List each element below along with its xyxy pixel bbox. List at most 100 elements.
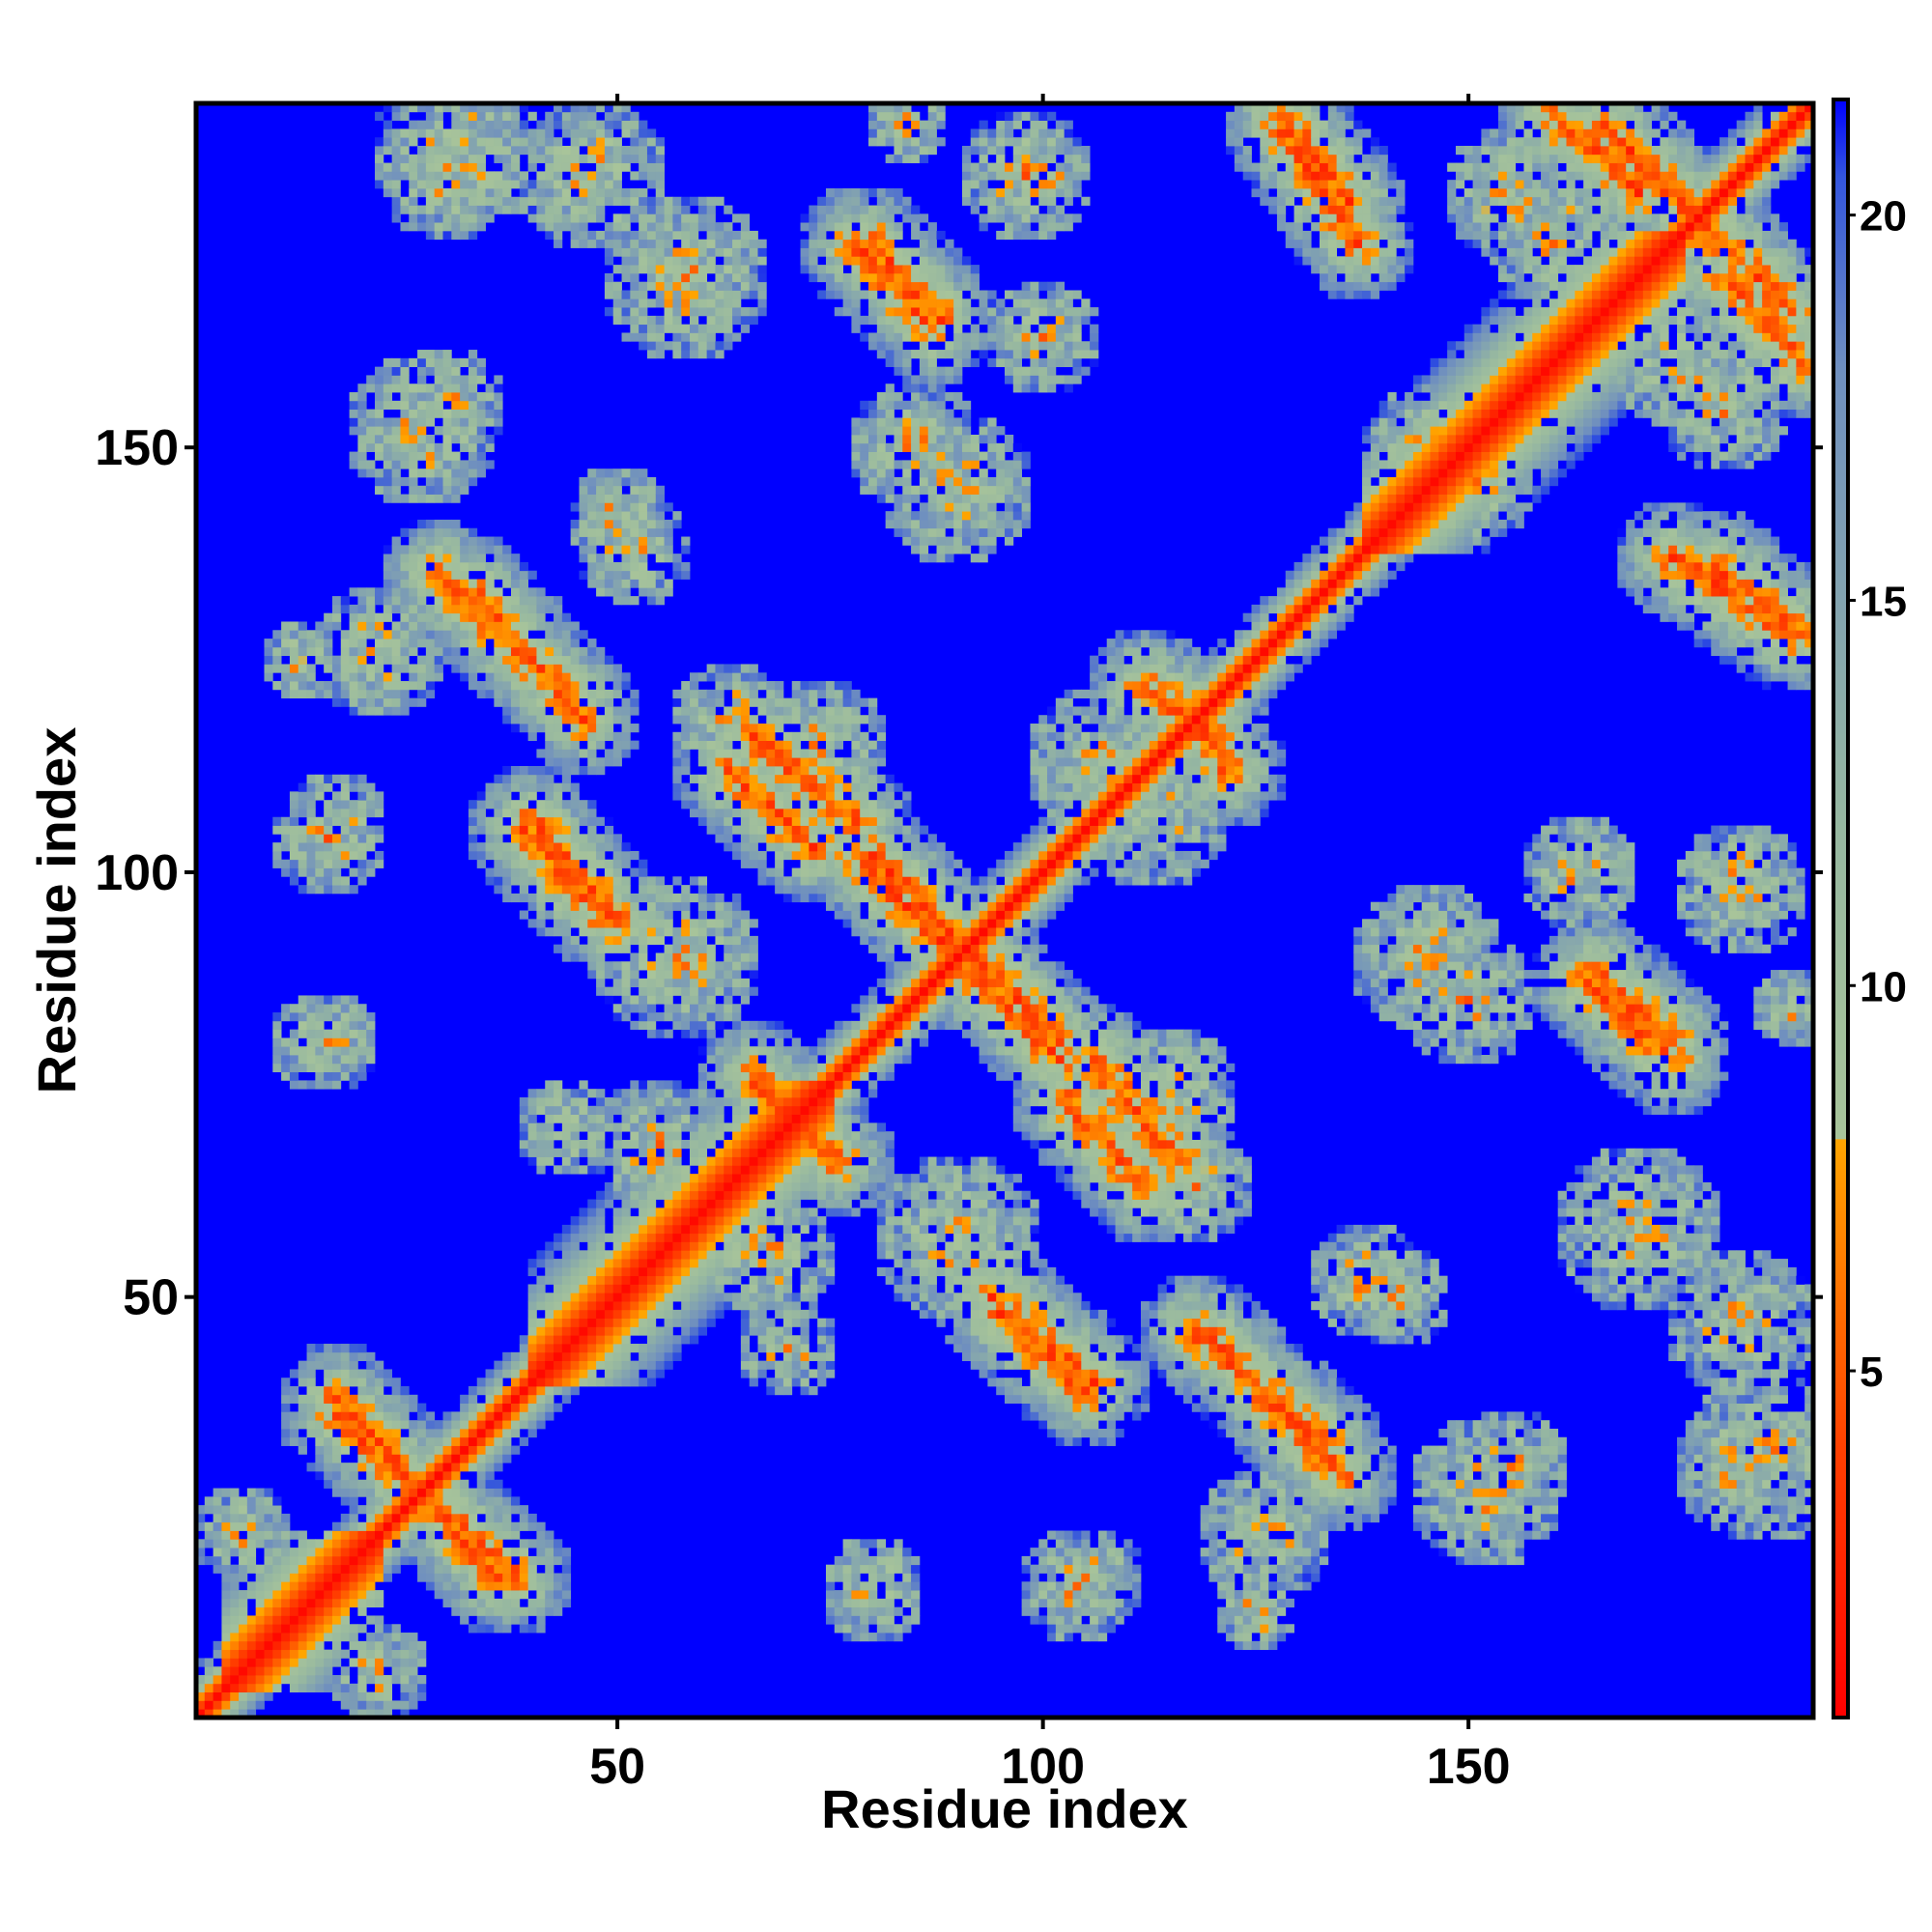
heatmap-cell <box>264 1633 273 1642</box>
heatmap-cell <box>391 554 401 563</box>
heatmap-cell <box>646 247 657 257</box>
heatmap-cell <box>587 1139 597 1150</box>
heatmap-cell <box>357 417 367 427</box>
heatmap-cell <box>732 986 742 996</box>
heatmap-cell <box>357 782 367 792</box>
heatmap-cell <box>596 1096 606 1107</box>
heatmap-cell <box>630 570 639 580</box>
heatmap-cell <box>494 876 503 886</box>
heatmap-cell <box>545 1606 554 1616</box>
heatmap-cell <box>740 1241 751 1251</box>
heatmap-cell <box>681 740 691 750</box>
heatmap-cell <box>460 196 469 206</box>
heatmap-cell <box>527 128 537 138</box>
heatmap-cell <box>340 604 350 614</box>
heatmap-cell <box>434 639 443 648</box>
heatmap-cell <box>485 842 495 852</box>
heatmap-cell <box>298 1445 307 1455</box>
heatmap-cell <box>545 672 554 682</box>
heatmap-cell <box>749 731 758 741</box>
heatmap-cell <box>494 1496 503 1506</box>
heatmap-cell <box>485 145 495 156</box>
heatmap-cell <box>604 1335 614 1345</box>
heatmap-cell <box>791 1037 801 1047</box>
heatmap-cell <box>749 1318 758 1327</box>
heatmap-cell <box>561 867 572 877</box>
heatmap-cell <box>213 1496 222 1506</box>
heatmap-cell <box>655 187 665 198</box>
heatmap-cell <box>554 885 563 895</box>
heatmap-cell <box>264 664 273 673</box>
heatmap-cell <box>587 469 597 478</box>
heatmap-cell <box>383 655 393 665</box>
heatmap-cell <box>391 417 401 427</box>
heatmap-cell <box>289 1530 299 1540</box>
heatmap-cell <box>476 630 486 639</box>
heatmap-cell <box>732 842 742 852</box>
heatmap-cell <box>391 205 401 214</box>
heatmap-cell <box>545 213 554 223</box>
heatmap-cell <box>476 536 486 546</box>
heatmap-cell <box>639 1089 648 1098</box>
heatmap-cell <box>230 1666 240 1676</box>
heatmap-cell <box>706 1012 716 1022</box>
heatmap-cell <box>612 876 622 886</box>
heatmap-cell <box>391 536 401 546</box>
heatmap-cell <box>740 281 751 291</box>
heatmap-cell <box>639 476 648 487</box>
heatmap-cell <box>289 1555 299 1566</box>
heatmap-cell <box>476 825 486 835</box>
heatmap-cell <box>800 1369 810 1378</box>
heatmap-cell <box>349 1360 358 1370</box>
heatmap-cell <box>340 1037 350 1047</box>
heatmap-cell <box>646 1301 657 1311</box>
heatmap-cell <box>468 222 478 232</box>
heatmap-cell <box>324 1539 333 1548</box>
heatmap-cell <box>527 715 537 724</box>
heatmap-cell <box>460 145 469 156</box>
heatmap-cell <box>409 1633 418 1642</box>
heatmap-cell <box>502 554 512 563</box>
heatmap-cell <box>782 1181 793 1192</box>
heatmap-cell <box>460 1513 469 1523</box>
heatmap-cell <box>510 196 521 206</box>
heatmap-cell <box>646 570 657 580</box>
heatmap-cell <box>349 1046 358 1056</box>
heatmap-cell <box>570 1259 580 1268</box>
heatmap-cell <box>375 434 384 444</box>
heatmap-cell <box>272 1666 282 1676</box>
heatmap-cell <box>366 706 376 716</box>
heatmap-cell <box>391 187 401 198</box>
heatmap-cell <box>375 137 384 147</box>
heatmap-cell <box>715 1004 724 1013</box>
heatmap-cell <box>554 765 563 776</box>
heatmap-cell <box>298 791 307 801</box>
heatmap-cell <box>331 1640 342 1651</box>
heatmap-cell <box>646 893 657 903</box>
heatmap-cell <box>757 1089 767 1098</box>
heatmap-cell <box>690 1156 699 1166</box>
heatmap-cell <box>681 222 691 232</box>
heatmap-cell <box>375 689 384 699</box>
heatmap-cell <box>630 1266 639 1277</box>
heatmap-cell <box>400 137 410 147</box>
heatmap-cell <box>417 1445 427 1455</box>
heatmap-cell <box>357 1012 367 1022</box>
heatmap-cell <box>349 1709 358 1719</box>
heatmap-cell <box>655 1216 665 1226</box>
heatmap-cell <box>554 944 563 953</box>
heatmap-cell <box>612 171 622 181</box>
heatmap-cell <box>646 1233 657 1242</box>
heatmap-cell <box>476 1598 486 1608</box>
heatmap-cell <box>331 1606 342 1616</box>
heatmap-cell <box>646 919 657 928</box>
heatmap-cell <box>646 1224 657 1235</box>
heatmap-cell <box>391 171 401 181</box>
heatmap-cell <box>391 587 401 597</box>
heatmap-cell <box>409 1555 418 1566</box>
heatmap-cell <box>775 774 784 783</box>
heatmap-cell <box>272 850 282 861</box>
heatmap-cell <box>306 1360 316 1370</box>
heatmap-cell <box>519 1148 529 1157</box>
heatmap-cell <box>366 630 376 639</box>
